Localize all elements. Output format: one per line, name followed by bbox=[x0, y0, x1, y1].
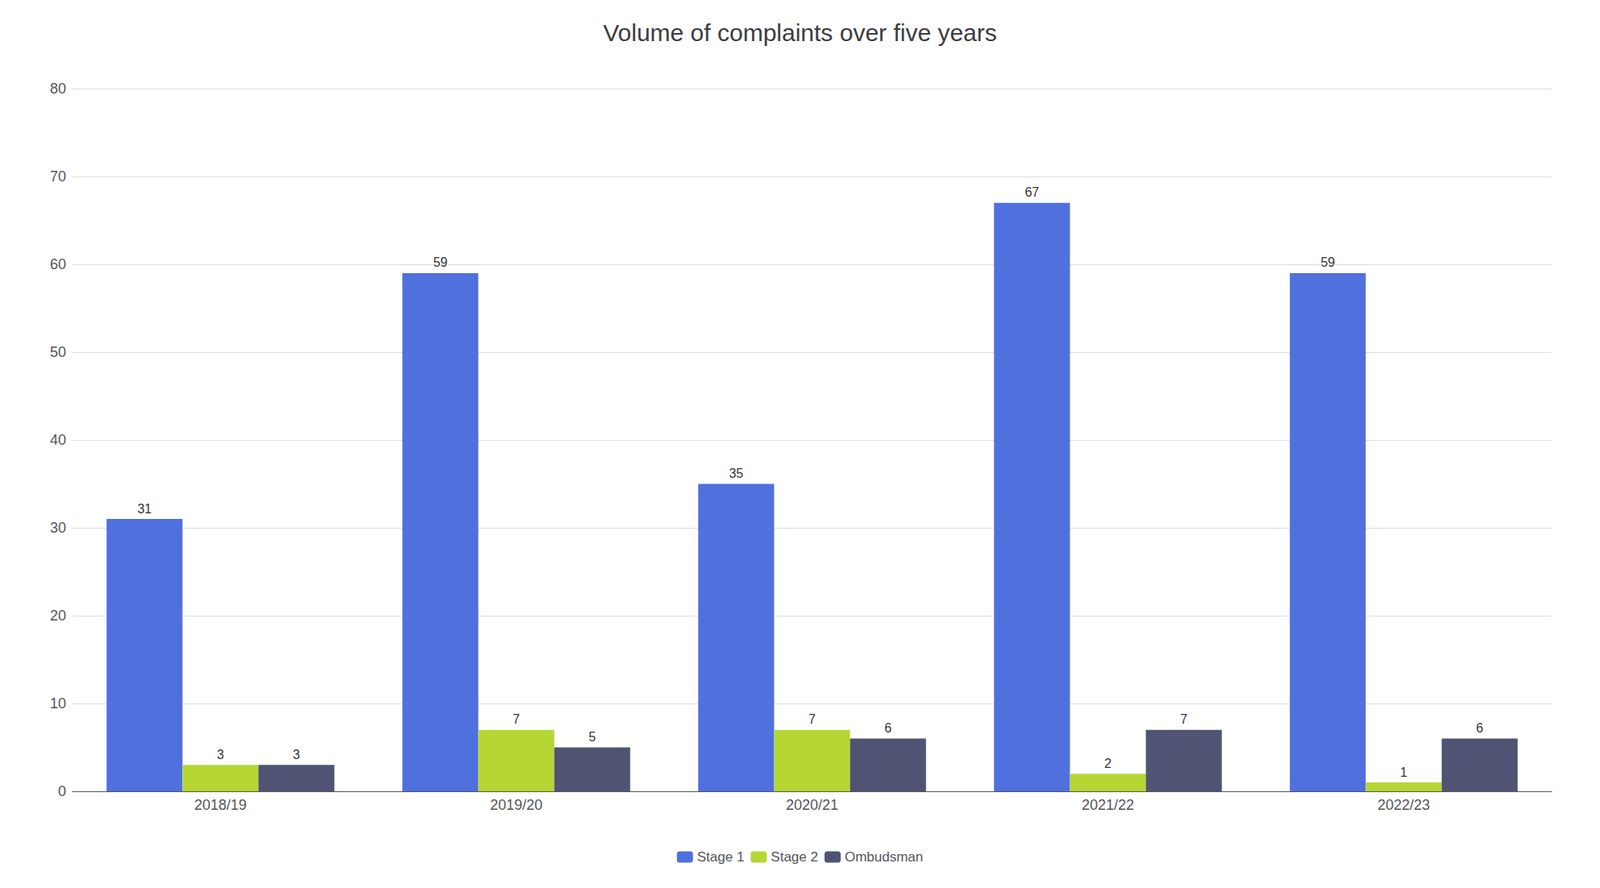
svg-text:6: 6 bbox=[1475, 721, 1484, 736]
svg-text:2021/22: 2021/22 bbox=[1081, 797, 1135, 814]
svg-text:2019/20: 2019/20 bbox=[490, 797, 543, 814]
svg-text:5: 5 bbox=[588, 730, 596, 744]
svg-text:7: 7 bbox=[808, 712, 816, 727]
svg-text:Volume of complaints over five: Volume of complaints over five years bbox=[602, 19, 998, 46]
svg-text:2022/23: 2022/23 bbox=[1377, 797, 1430, 814]
svg-text:40: 40 bbox=[49, 432, 67, 449]
svg-text:2020/21: 2020/21 bbox=[785, 797, 839, 814]
svg-text:59: 59 bbox=[432, 255, 448, 270]
svg-text:Ombudsman: Ombudsman bbox=[844, 849, 923, 865]
svg-text:30: 30 bbox=[49, 519, 67, 537]
svg-text:70: 70 bbox=[49, 168, 67, 185]
svg-text:0: 0 bbox=[58, 783, 67, 800]
svg-text:50: 50 bbox=[49, 344, 67, 361]
svg-text:60: 60 bbox=[49, 256, 67, 273]
svg-text:3: 3 bbox=[216, 748, 225, 762]
svg-text:35: 35 bbox=[728, 466, 744, 481]
svg-text:Stage 1: Stage 1 bbox=[697, 849, 745, 865]
svg-text:10: 10 bbox=[49, 695, 67, 712]
svg-text:2018/19: 2018/19 bbox=[194, 797, 247, 814]
svg-text:2: 2 bbox=[1104, 756, 1112, 771]
svg-text:59: 59 bbox=[1320, 255, 1335, 270]
svg-text:20: 20 bbox=[49, 607, 67, 624]
svg-text:3: 3 bbox=[292, 748, 300, 762]
svg-text:1: 1 bbox=[1400, 765, 1408, 780]
svg-text:67: 67 bbox=[1024, 185, 1039, 200]
svg-text:6: 6 bbox=[884, 721, 892, 736]
svg-text:7: 7 bbox=[512, 712, 520, 727]
svg-text:7: 7 bbox=[1180, 712, 1188, 727]
svg-text:80: 80 bbox=[49, 80, 67, 97]
svg-text:Stage 2: Stage 2 bbox=[770, 849, 819, 865]
svg-text:31: 31 bbox=[137, 502, 152, 516]
